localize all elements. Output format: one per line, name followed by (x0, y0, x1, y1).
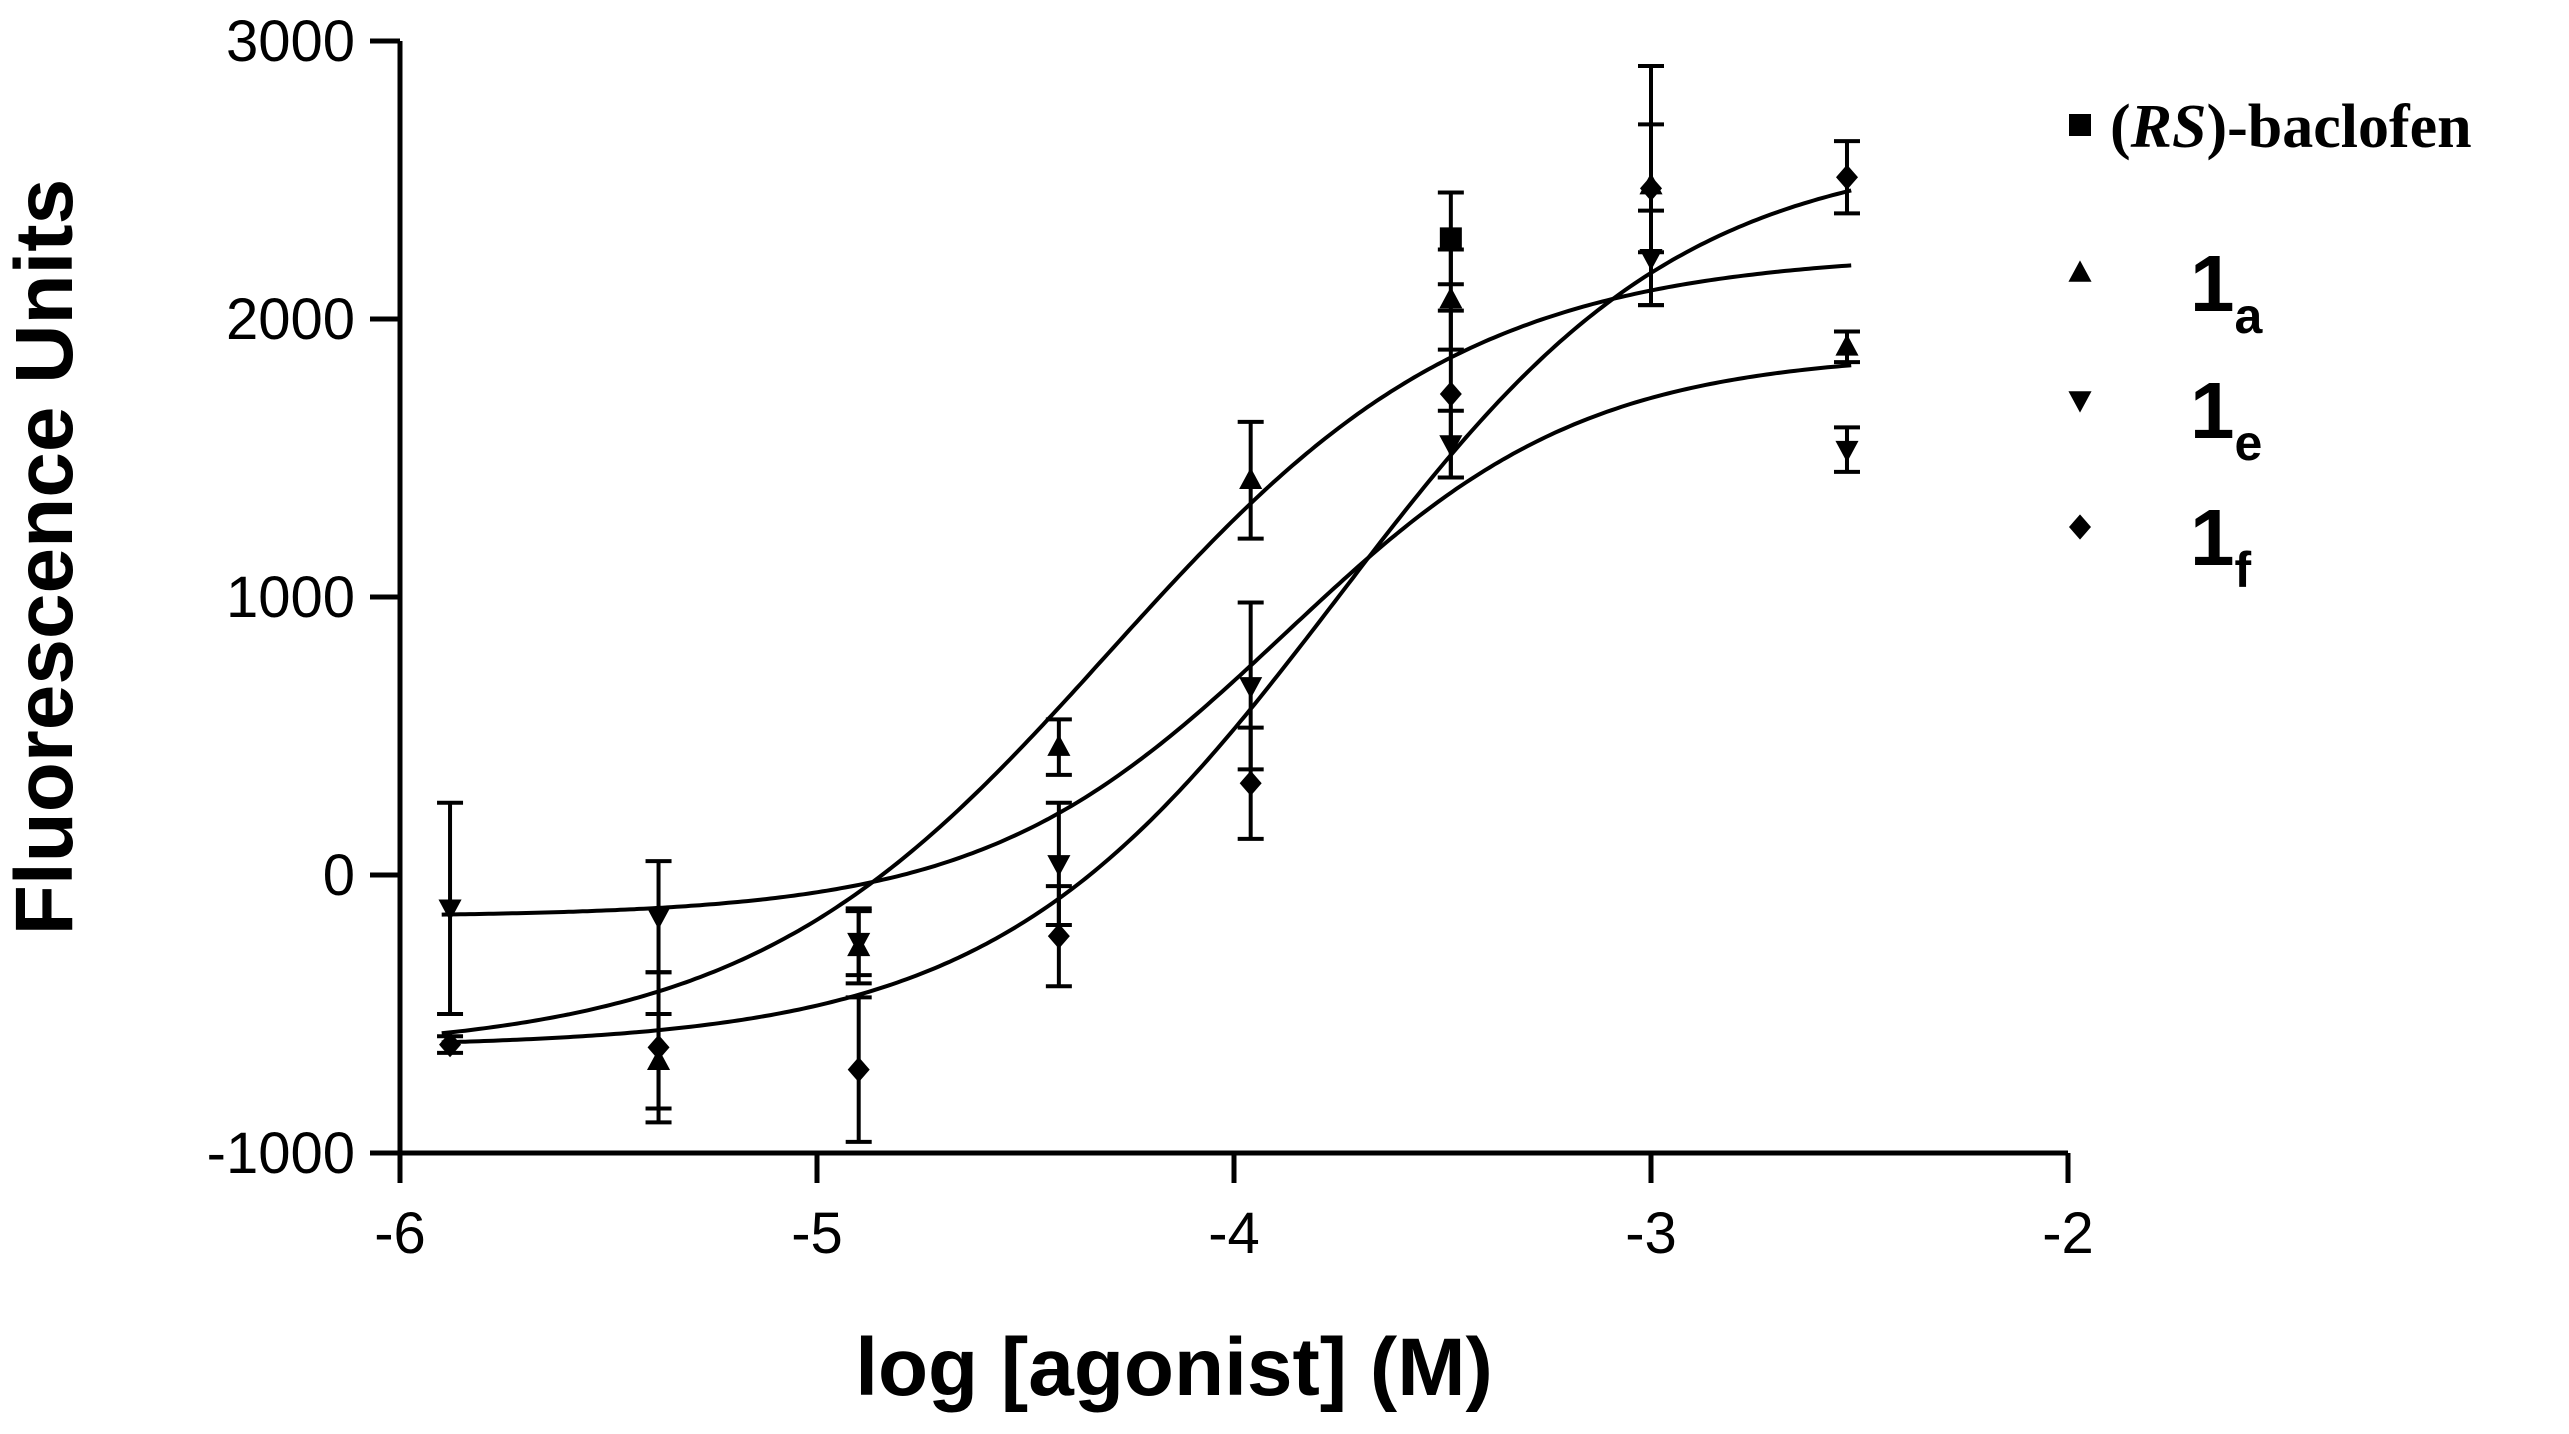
y-tick-label: 1000 (226, 565, 355, 630)
data-points (437, 64, 1860, 1144)
data-point-1a (1047, 734, 1071, 756)
data-point-1e (847, 932, 871, 955)
data-point-1e (1239, 677, 1263, 699)
data-point-1e (1047, 855, 1071, 877)
legend-label-subscript: e (2235, 415, 2263, 471)
y-tick-label: 3000 (226, 9, 355, 74)
x-tick-label: -5 (791, 1201, 843, 1266)
legend-label-part: RS (2130, 93, 2207, 161)
x-tick-label: -4 (1208, 1201, 1260, 1266)
legend-label-part: ( (2110, 93, 2131, 161)
data-point-1f (439, 1031, 462, 1058)
data-point-1f (1439, 381, 1462, 407)
y-axis-title: Fluorescence Units (0, 179, 90, 935)
y-tick-label: 2000 (226, 287, 355, 352)
fit-curve-1f (441, 188, 1852, 1045)
axes: -1000 0 1000 2000 3000 -6 -5 -4 -3 -2 log [agonist… (0, 9, 2094, 1413)
x-tick-label: -3 (1625, 1201, 1677, 1266)
legend-label-main: 1 (2190, 493, 2235, 582)
x-tick-label: -6 (374, 1201, 426, 1266)
legend-label-subscript: f (2235, 542, 2252, 598)
legend-label-part: )-baclofen (2207, 93, 2472, 161)
x-tick-label: -2 (2042, 1201, 2094, 1266)
data-point-1f (1640, 175, 1662, 201)
data-point-1e (1835, 440, 1859, 463)
y-tick-label: 0 (323, 843, 355, 908)
data-point-1f (847, 1056, 870, 1083)
legend-label-rsbaclofen: (RS)-baclofen (2110, 93, 2472, 161)
data-point-1f (647, 1034, 670, 1061)
legend-label-main: 1 (2190, 366, 2235, 455)
fit-curve-1e (441, 363, 1852, 917)
data-point-1f (1047, 923, 1070, 949)
legend-marker-1e (2068, 391, 2092, 413)
y-tick-label: -1000 (207, 1121, 355, 1186)
legend-marker-1a (2068, 260, 2092, 282)
legend-label-1f: 1f (2190, 493, 2252, 598)
legend-label-1e: 1e (2190, 366, 2262, 471)
data-point-rsbaclofen (1439, 227, 1462, 250)
data-point-1a (1835, 334, 1859, 356)
data-point-1e (438, 899, 462, 922)
fit-curves (441, 188, 1852, 1045)
legend-marker-rsbaclofen (2069, 114, 2091, 136)
data-point-1f (1239, 770, 1262, 796)
data-point-1e (1639, 249, 1663, 271)
legend-marker-1f (2069, 514, 2091, 540)
legend-label-main: 1 (2190, 239, 2235, 328)
data-point-1f (1835, 164, 1858, 190)
data-point-1a (1239, 467, 1263, 490)
data-point-1e (646, 907, 671, 930)
data-point-1a (1439, 286, 1463, 309)
legend-label-subscript: a (2235, 288, 2264, 344)
legend-label-1a: 1a (2190, 239, 2264, 344)
x-axis-title: log [agonist] (M) (855, 1322, 1493, 1413)
